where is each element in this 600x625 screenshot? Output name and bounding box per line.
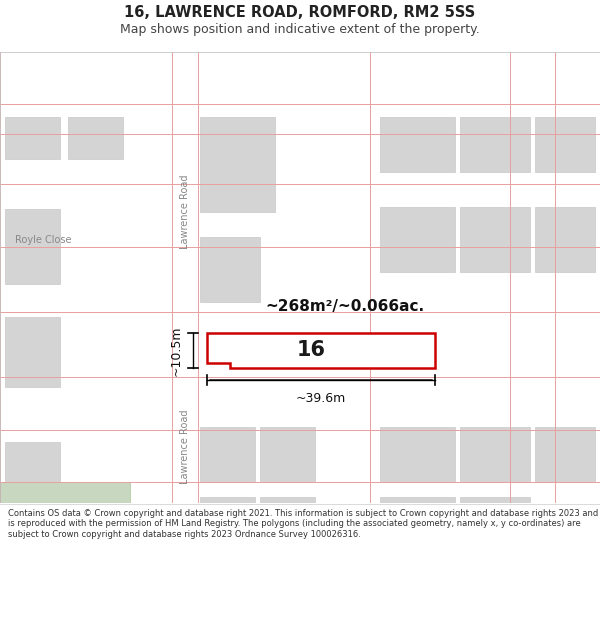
Bar <box>200 427 255 482</box>
Polygon shape <box>207 333 435 368</box>
Bar <box>535 117 595 172</box>
Bar <box>68 117 123 159</box>
Bar <box>172 52 198 503</box>
Bar <box>460 207 530 272</box>
Bar <box>0 426 600 434</box>
Bar <box>0 128 600 136</box>
Bar <box>0 373 600 381</box>
Bar <box>5 117 60 159</box>
Bar <box>460 497 530 547</box>
Text: 16: 16 <box>296 341 325 361</box>
Text: Royle Close: Royle Close <box>15 235 71 245</box>
Bar <box>200 117 275 212</box>
Bar <box>535 427 595 482</box>
Bar <box>5 442 60 497</box>
Bar <box>380 427 455 482</box>
Bar <box>460 427 530 482</box>
Bar <box>0 482 130 547</box>
Bar <box>0 528 600 536</box>
Bar <box>200 237 260 302</box>
Bar <box>380 207 455 272</box>
Bar <box>380 117 455 172</box>
Bar <box>380 497 455 547</box>
Bar <box>460 117 530 172</box>
Bar <box>0 478 600 486</box>
Text: ~268m²/~0.066ac.: ~268m²/~0.066ac. <box>265 299 425 314</box>
Text: 16, LAWRENCE ROAD, ROMFORD, RM2 5SS: 16, LAWRENCE ROAD, ROMFORD, RM2 5SS <box>124 5 476 20</box>
Bar <box>200 497 255 547</box>
Text: Lawrence Road: Lawrence Road <box>180 410 190 484</box>
Bar <box>260 427 315 482</box>
Bar <box>0 308 600 316</box>
Bar <box>535 207 595 272</box>
Bar <box>0 243 600 251</box>
Text: Lawrence Road: Lawrence Road <box>180 175 190 249</box>
Bar <box>5 510 60 548</box>
Bar <box>5 209 60 284</box>
Bar <box>5 317 60 387</box>
Bar <box>0 180 600 188</box>
Bar <box>260 497 315 547</box>
Text: Map shows position and indicative extent of the property.: Map shows position and indicative extent… <box>120 23 480 36</box>
Text: Contains OS data © Crown copyright and database right 2021. This information is : Contains OS data © Crown copyright and d… <box>8 509 598 539</box>
Text: ~10.5m: ~10.5m <box>170 325 183 376</box>
Text: ~39.6m: ~39.6m <box>296 392 346 405</box>
